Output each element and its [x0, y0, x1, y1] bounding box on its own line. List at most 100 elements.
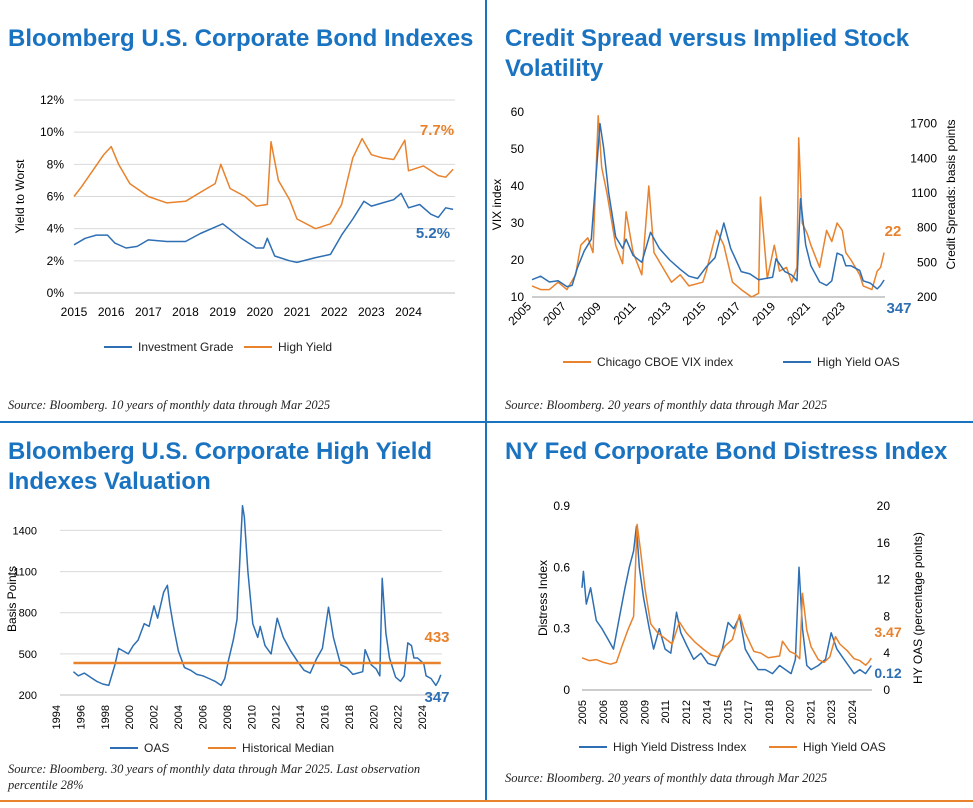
legend-label: High Yield Distress Index: [613, 740, 746, 754]
x-tick-label: 2012: [681, 700, 693, 724]
x-tick-label: 2011: [660, 700, 672, 724]
series-line-0: [581, 525, 872, 675]
y2-tick-label: 0: [883, 683, 890, 697]
x-tick-label: 2006: [598, 700, 610, 724]
x-tick-label: 2015: [680, 299, 709, 328]
y-tick-label: 8%: [47, 157, 65, 171]
x-tick-label: 2015: [722, 700, 734, 724]
chart-yield-to-worst: 0% 2% 4% 6% 8% 10% 12% 2015 2016 2017 2018 2019 2020…: [13, 93, 455, 354]
y-tick-label: 20: [511, 253, 525, 267]
series-line-0: [72, 504, 442, 687]
y2-axis-label: Credit Spreads: basis points: [944, 119, 958, 269]
end-label-hy-oas: 3.47: [874, 624, 901, 640]
x-tick-label: 2020: [785, 700, 797, 724]
end-label-oas: 347: [886, 300, 911, 317]
series-line-0: [531, 114, 885, 298]
y-tick-label: 800: [19, 608, 37, 620]
y2-tick-label: 200: [917, 290, 937, 304]
x-tick-label: 2017: [715, 299, 744, 328]
x-tick-label: 2018: [344, 705, 356, 729]
y2-tick-label: 20: [877, 499, 891, 513]
x-tick-label: 2017: [743, 700, 755, 724]
y-tick-label: 1400: [13, 525, 37, 537]
y-tick-label: 0%: [47, 286, 65, 300]
x-tick-label: 2014: [295, 705, 307, 729]
y2-tick-label: 16: [877, 536, 891, 550]
x-tick-label: 2023: [826, 700, 838, 724]
x-tick-label: 2023: [819, 299, 848, 328]
x-tick-label: 1998: [100, 705, 112, 729]
legend-label: High Yield: [278, 340, 332, 354]
y-tick-label: 500: [19, 649, 37, 661]
panel-title: Bloomberg U.S. Corporate Bond Indexes: [8, 25, 474, 52]
y-axis-label: Distress Index: [536, 560, 550, 636]
x-tick-label: 2022: [321, 305, 348, 319]
x-tick-label: 2004: [173, 705, 185, 729]
y2-axis-label: HY OAS (percentage points): [911, 532, 925, 684]
y-tick-label: 6%: [47, 190, 65, 204]
x-tick-label: 2008: [222, 705, 234, 729]
end-label-high-yield: 7.7%: [420, 122, 454, 139]
x-tick-label: 2009: [639, 700, 651, 724]
horizontal-divider: [0, 421, 973, 423]
y-axis-label: VIX index: [490, 179, 504, 230]
y-tick-label: 4%: [47, 222, 65, 236]
x-tick-label: 2018: [764, 700, 776, 724]
x-tick-label: 2012: [271, 705, 283, 729]
x-tick-label: 2011: [611, 299, 639, 327]
y-tick-label: 1100: [13, 567, 37, 579]
series-line-0: [73, 192, 454, 264]
y-tick-label: 40: [511, 179, 525, 193]
x-tick-label: 2019: [749, 299, 778, 328]
y-tick-label: 10%: [40, 125, 64, 139]
y-tick-label: 200: [19, 690, 37, 702]
x-tick-label: 2019: [209, 305, 236, 319]
series-line-1: [581, 523, 872, 666]
x-tick-label: 2013: [645, 299, 674, 328]
x-tick-label: 2024: [395, 305, 422, 319]
panel-hy-valuation: Bloomberg U.S. Corporate High Yield Inde…: [0, 423, 485, 800]
y-tick-label: 30: [511, 216, 525, 230]
y2-tick-label: 4: [883, 646, 890, 660]
end-label-median: 433: [424, 629, 449, 646]
y-tick-label: 10: [511, 290, 525, 304]
source-note: Source: Bloomberg. 20 years of monthly d…: [505, 771, 828, 785]
end-label-oas: 347: [424, 689, 449, 706]
y2-tick-label: 12: [877, 573, 891, 587]
x-tick-label: 2009: [575, 299, 604, 328]
legend-label: High Yield OAS: [817, 355, 900, 369]
y-tick-label: 50: [511, 142, 525, 156]
y-tick-label: 2%: [47, 254, 65, 268]
y2-tick-label: 8: [883, 609, 890, 623]
legend-label: OAS: [144, 741, 169, 755]
legend-label: High Yield OAS: [803, 740, 886, 754]
vertical-divider: [485, 0, 487, 800]
x-tick-label: 2018: [172, 305, 199, 319]
x-tick-label: 2000: [124, 705, 136, 729]
end-label-vix: 22: [885, 223, 902, 240]
y2-tick-label: 500: [917, 255, 937, 269]
y-tick-label: 12%: [40, 93, 64, 107]
end-label-investment-grade: 5.2%: [416, 225, 450, 242]
x-tick-label: 1996: [75, 705, 87, 729]
x-tick-label: 2022: [393, 705, 405, 729]
x-tick-label: 2007: [540, 299, 569, 328]
panel-distress-index: NY Fed Corporate Bond Distress Index 0 0.…: [487, 423, 973, 800]
panel-credit-spread-vs-vix: Credit Spread versus Implied Stock Volat…: [487, 0, 973, 421]
panel-title: Bloomberg U.S. Corporate High Yield Inde…: [8, 438, 433, 495]
bottom-rule: [0, 800, 973, 802]
panel-corporate-bond-indexes: Bloomberg U.S. Corporate Bond Indexes 0%…: [0, 0, 485, 421]
y-tick-label: 60: [511, 105, 525, 119]
chart-distress-index: 0 0.3 0.6 0.9 0 4 8 12 16 20 2005 2006 2008 2009 2011 2…: [536, 499, 925, 754]
source-note: Source: Bloomberg. 10 years of monthly d…: [8, 398, 331, 412]
x-tick-label: 2016: [319, 705, 331, 729]
x-tick-label: 1994: [51, 705, 63, 729]
series-line-1: [531, 122, 885, 290]
x-tick-label: 2021: [805, 700, 817, 724]
y2-tick-label: 1700: [910, 117, 937, 131]
x-tick-label: 2017: [135, 305, 162, 319]
legend-label: Historical Median: [242, 741, 334, 755]
end-label-distress: 0.12: [874, 665, 901, 681]
legend-label: Investment Grade: [138, 340, 234, 354]
